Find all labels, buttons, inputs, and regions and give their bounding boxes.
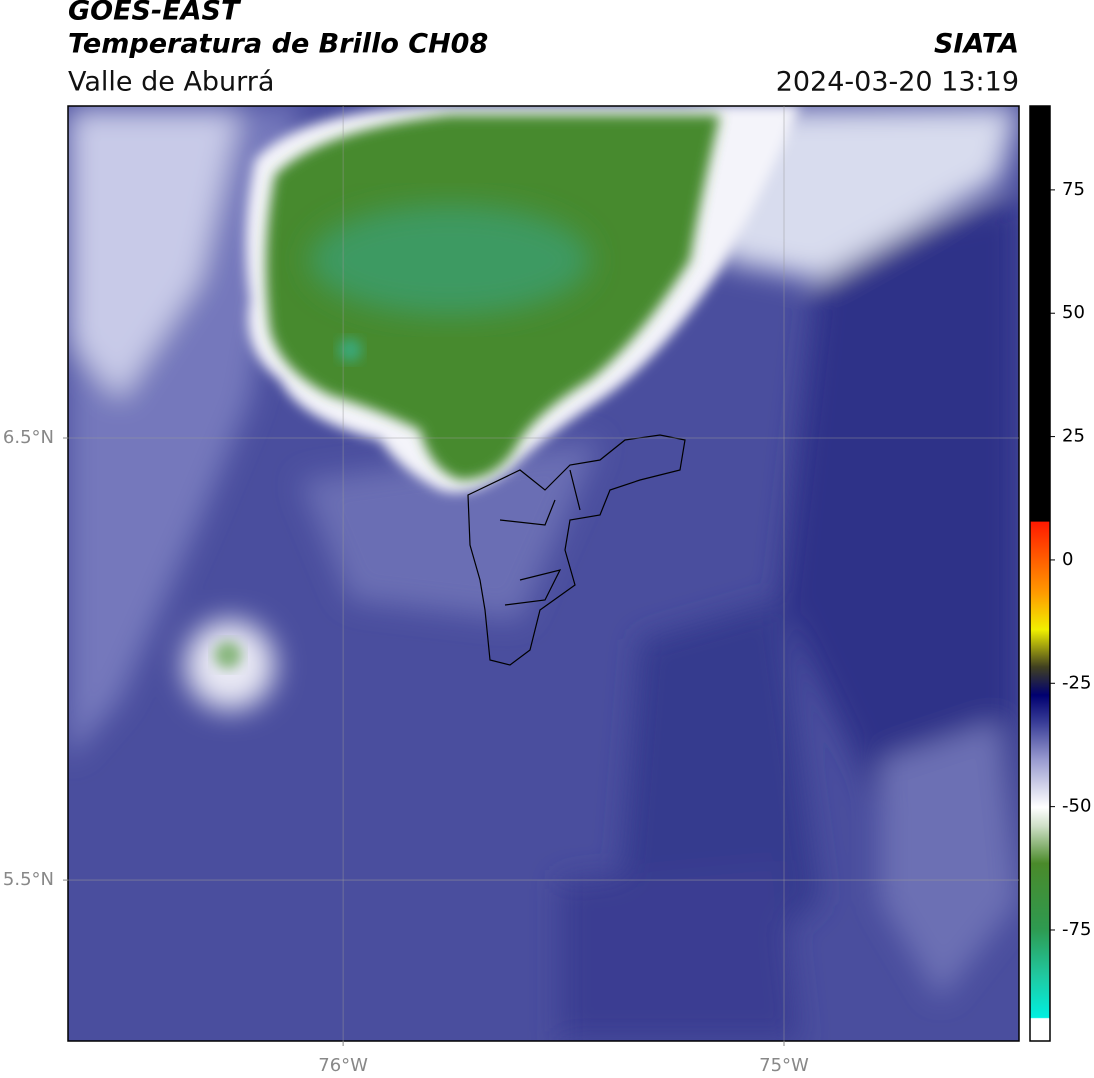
colorbar-tick-label: -75 bbox=[1062, 919, 1091, 940]
colorbar-tick-label: 75 bbox=[1062, 179, 1085, 200]
title: GOES-EAST bbox=[68, 0, 242, 27]
region: Valle de Aburrá bbox=[68, 67, 274, 98]
y-tick-label: 5.5°N bbox=[3, 869, 54, 890]
y-tick-label: 6.5°N bbox=[3, 427, 54, 448]
colorbar-tick-label: 25 bbox=[1062, 426, 1085, 447]
subtitle: Temperatura de Brillo CH08 bbox=[68, 29, 488, 60]
colorbar-tick-label: 50 bbox=[1062, 302, 1085, 323]
x-tick-label: 75°W bbox=[759, 1055, 809, 1076]
colorbar-tick-label: 0 bbox=[1062, 549, 1073, 570]
source: SIATA bbox=[934, 29, 1019, 60]
colorbar-tick-label: -25 bbox=[1062, 672, 1091, 693]
map-frame bbox=[67, 105, 1020, 1042]
colorbar bbox=[1029, 105, 1051, 1042]
satellite-image bbox=[68, 106, 1019, 1041]
colorbar-tick-label: -50 bbox=[1062, 796, 1091, 817]
x-tick-label: 76°W bbox=[318, 1055, 368, 1076]
datetime: 2024-03-20 13:19 bbox=[776, 67, 1019, 98]
